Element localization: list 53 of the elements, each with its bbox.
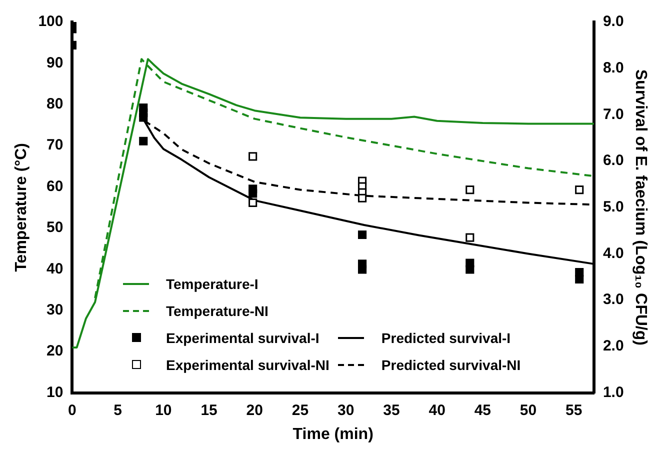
point [358,265,367,274]
point [248,198,258,208]
point [358,230,367,240]
y2-tick-label: 5.0 [602,198,624,216]
y-tick-label: 100 [38,13,64,30]
x-tick-label: 0 [68,402,76,419]
x-tick-label: 15 [200,402,218,419]
x-tick-label: 50 [520,402,537,419]
x-tick-label: 20 [246,402,263,419]
y-tick-label: 90 [46,54,64,72]
y-tick-label: 40 [46,260,64,278]
point [575,186,584,194]
y-tick-label: 50 [46,219,64,236]
point [139,136,148,146]
y-tick-label: 60 [46,178,64,195]
point [139,113,148,122]
y-tick-label: 10 [46,384,64,401]
y-tick-label: 70 [46,136,64,154]
legend-label: Predicted survival-I [381,330,511,346]
y2-tick-label: 9.0 [602,13,624,30]
y-tick-label: 20 [46,342,64,360]
y2-tick-label: 1.0 [602,384,624,401]
legend-label: Experimental survival-I [166,330,320,346]
x-tick-label: 5 [114,402,122,419]
y2-tick-label: 7.0 [602,106,624,123]
x-tick-label: 10 [155,402,172,419]
y2-tick-label: 4.0 [602,244,624,262]
point [466,265,474,274]
y-axis-title: Temperature (°C) [13,143,30,272]
legend-label: Predicted survival-NI [381,356,521,372]
y2-tick-label: 3.0 [602,291,624,308]
x-axis-title: Time (min) [292,426,374,443]
x-tick-label: 45 [474,402,492,419]
point [358,194,367,202]
x-tick-label: 25 [292,402,309,419]
x-tick-label: 55 [566,402,582,419]
y2-axis-title: Survival of E. faecium (Log₁₀ CFU/g) [632,69,649,346]
y2-tick-label: 8.0 [602,59,624,76]
legend-label: Temperature-NI [166,302,268,318]
x-tick-label: 30 [338,402,354,419]
point [466,186,474,194]
point [466,233,474,242]
x-tick-label: 35 [383,402,400,419]
legend-label: Temperature-I [166,276,258,292]
y-tick-label: 30 [46,302,64,319]
point [248,152,258,161]
point [248,189,258,198]
y2-tick-label: 2.0 [602,338,624,355]
y2-tick-label: 6.0 [602,152,624,170]
point [575,274,584,284]
y-tick-label: 80 [46,96,64,113]
x-tick-label: 40 [428,402,446,419]
legend-label: Experimental survival-NI [166,356,330,372]
